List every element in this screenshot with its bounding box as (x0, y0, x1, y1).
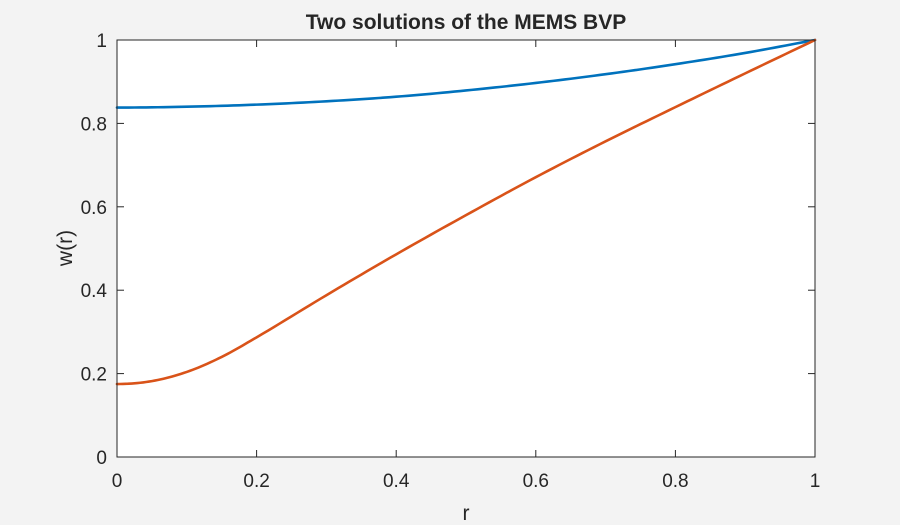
y-axis-label: w(r) (54, 230, 77, 267)
x-tick-label: 0 (112, 471, 123, 492)
y-tick-label: 0.4 (81, 281, 108, 302)
x-tick-label: 1 (810, 471, 821, 492)
x-tick-label: 0.2 (243, 471, 269, 492)
y-tick-label: 0.2 (81, 365, 107, 386)
chart-title: Two solutions of the MEMS BVP (306, 11, 626, 34)
series-line-2 (115, 38, 817, 386)
x-tick-label: 0.4 (383, 471, 410, 492)
tick-layer: 0 0.2 0.4 0.6 0.8 1 0 0.2 0.4 0.6 0.8 1 (81, 31, 821, 492)
series-line-1 (115, 38, 817, 109)
plot-background (117, 40, 815, 457)
y-tick-label: 1 (96, 31, 107, 52)
series-layer (115, 38, 817, 386)
x-tick-label: 0.6 (523, 471, 549, 492)
y-tick-label: 0 (96, 448, 107, 469)
x-tick-label: 0.8 (662, 471, 688, 492)
y-tick-label: 0.6 (81, 198, 107, 219)
y-tick-label: 0.8 (81, 114, 107, 135)
x-axis-label: r (463, 502, 470, 525)
axes-box (116, 39, 816, 458)
